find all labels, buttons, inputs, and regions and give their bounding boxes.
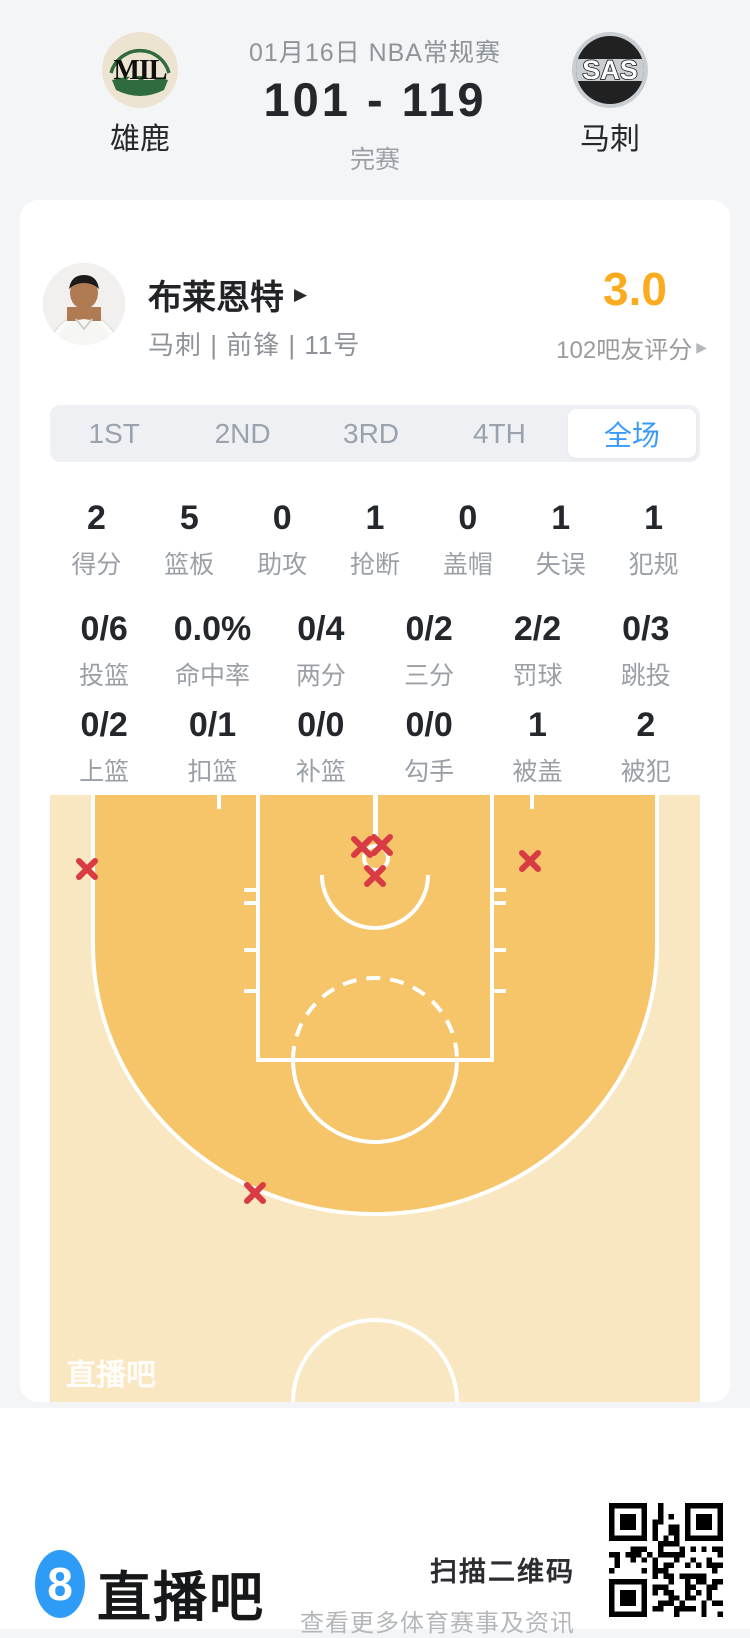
away-team-abbr: SAS bbox=[582, 55, 638, 85]
stat-得分: 2 得分 bbox=[71, 499, 122, 579]
brand-name: 直播吧 bbox=[97, 1568, 265, 1628]
stat-篮板: 5 篮板 bbox=[164, 499, 215, 579]
match-date: 01月16日 NBA常规赛 bbox=[249, 39, 501, 67]
chevron-right-icon: ▶ bbox=[696, 339, 707, 355]
tab-全场[interactable]: 全场 bbox=[567, 409, 697, 458]
stat-抢断: 1 抢断 bbox=[350, 499, 401, 579]
stats-row-detail: 0/2 上篮 0/1 扣篮 0/0 补篮 0/0 勾手 1 被盖 2 被犯 bbox=[50, 704, 700, 788]
free-throw-circle-solid bbox=[291, 1059, 459, 1144]
stat-罚球: 2/2 罚球 bbox=[512, 610, 563, 690]
tab-1st[interactable]: 1ST bbox=[88, 417, 140, 449]
home-team-name: 雄鹿 bbox=[110, 123, 170, 156]
home-team[interactable]: MIL 雄鹿 bbox=[52, 31, 228, 158]
player-photo bbox=[43, 263, 125, 345]
stat-命中率: 0.0% 命中率 bbox=[173, 610, 252, 690]
match-status: 完赛 bbox=[349, 146, 400, 174]
match-score: 101 - 119 bbox=[263, 73, 487, 126]
rating-value: 3.0 bbox=[603, 263, 667, 315]
restricted-area-arc bbox=[320, 874, 430, 930]
stat-三分: 0/2 三分 bbox=[404, 610, 455, 690]
missed-shot-marker bbox=[76, 858, 98, 880]
rating-votes-label: 102吧友评分 bbox=[556, 337, 693, 364]
player-rating-box[interactable]: 3.0 102吧友评分 ▶ bbox=[487, 266, 707, 365]
stat-犯规: 1 犯规 bbox=[628, 499, 679, 579]
stat-投篮: 0/6 投篮 bbox=[79, 610, 130, 690]
app-footer: 8 直播吧 扫描二维码 查看更多体育赛事及资讯 bbox=[0, 1408, 750, 1637]
court-watermark: 直播吧 bbox=[66, 1359, 156, 1392]
missed-shot-marker bbox=[519, 850, 541, 872]
stat-盖帽: 0 盖帽 bbox=[442, 499, 493, 579]
stat-补篮: 0/0 补篮 bbox=[295, 706, 346, 786]
three-point-line bbox=[91, 795, 659, 1216]
qr-title: 扫描二维码 bbox=[430, 1557, 575, 1587]
stat-失误: 1 失误 bbox=[535, 499, 586, 579]
shot-chart: 直播吧 bbox=[50, 795, 700, 1402]
rim bbox=[362, 844, 390, 872]
paint-lane bbox=[256, 795, 494, 1062]
missed-shot-marker bbox=[364, 865, 386, 887]
free-throw-circle-dashed bbox=[291, 976, 459, 1061]
player-stats-card: 布莱恩特 ▶ 马刺 | 前锋 | 11号 3.0 102吧友评分 ▶ 1ST 2N… bbox=[20, 200, 730, 1402]
stat-跳投: 0/3 跳投 bbox=[620, 610, 671, 690]
qr-subtitle: 查看更多体育赛事及资讯 bbox=[300, 1610, 575, 1637]
stat-助攻: 0 助攻 bbox=[257, 499, 308, 579]
stats-row-basic: 2 得分 5 篮板 0 助攻 1 抢断 0 盖帽 1 失误 1 犯规 bbox=[50, 497, 700, 581]
zhibo8-logo-icon: 8 bbox=[35, 1550, 85, 1618]
stat-扣篮: 0/1 扣篮 bbox=[187, 706, 238, 786]
missed-shot-marker bbox=[371, 834, 393, 856]
away-team-logo: SAS bbox=[572, 32, 648, 108]
chevron-right-icon: ▶ bbox=[294, 284, 308, 304]
away-team-name: 马刺 bbox=[580, 123, 640, 156]
missed-shot-markers bbox=[76, 834, 541, 1204]
logo-digit: 8 bbox=[47, 1558, 73, 1610]
home-team-logo: MIL bbox=[102, 32, 178, 108]
stat-勾手: 0/0 勾手 bbox=[404, 706, 455, 786]
half-court-circle bbox=[291, 1318, 459, 1402]
tab-4th[interactable]: 4TH bbox=[472, 417, 526, 449]
stat-上篮: 0/2 上篮 bbox=[79, 706, 130, 786]
quarter-tabs: 1ST 2ND 3RD 4TH 全场 bbox=[50, 405, 700, 462]
home-team-abbr: MIL bbox=[114, 55, 167, 86]
player-meta: 马刺 | 前锋 | 11号 bbox=[148, 330, 361, 360]
stats-row-shooting: 0/6 投篮 0.0% 命中率 0/4 两分 0/2 三分 2/2 罚球 0/3 跳投 bbox=[50, 608, 700, 692]
qr-code bbox=[609, 1503, 723, 1617]
stat-被犯: 2 被犯 bbox=[620, 706, 671, 786]
away-team[interactable]: SAS 马刺 bbox=[522, 31, 698, 158]
missed-shot-marker bbox=[351, 836, 373, 858]
player-name: 布莱恩特 bbox=[148, 279, 284, 317]
player-avatar[interactable] bbox=[43, 263, 125, 345]
stat-两分: 0/4 两分 bbox=[295, 610, 346, 690]
tab-2nd[interactable]: 2ND bbox=[214, 417, 271, 449]
stat-被盖: 1 被盖 bbox=[512, 706, 563, 786]
player-name-button[interactable]: 布莱恩特 ▶ bbox=[148, 270, 307, 319]
missed-shot-marker bbox=[244, 1182, 266, 1204]
tab-3rd[interactable]: 3RD bbox=[343, 417, 400, 449]
court-graphic: 直播吧 bbox=[50, 795, 700, 1402]
